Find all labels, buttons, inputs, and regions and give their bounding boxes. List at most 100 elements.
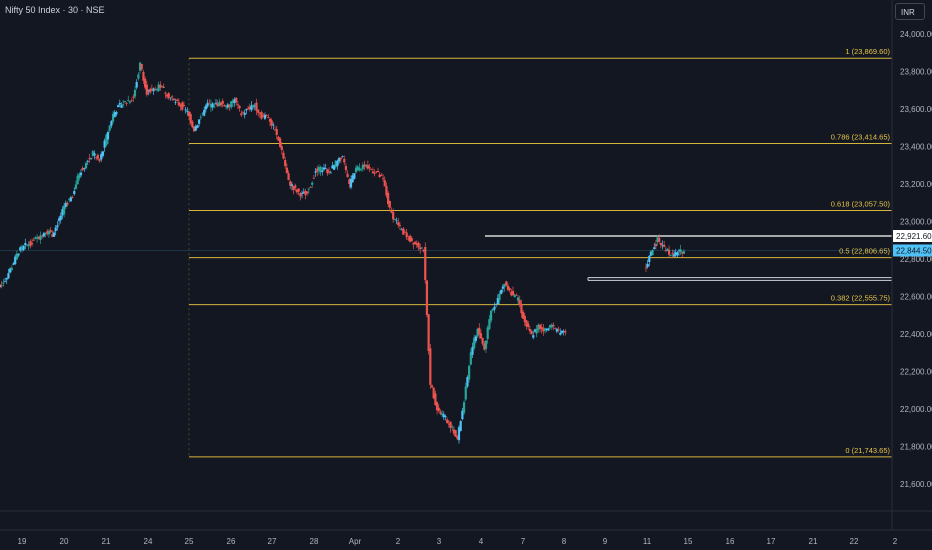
candle-down xyxy=(508,288,511,291)
candle-up xyxy=(204,105,207,110)
price-tick-label: 23,200.00 xyxy=(900,180,932,189)
candle-up xyxy=(341,156,344,157)
candle-up xyxy=(127,100,130,102)
candle-up xyxy=(27,244,30,247)
chart-title: Nifty 50 Index · 30 · NSE xyxy=(5,5,105,15)
candle-down xyxy=(265,115,268,117)
candle-down xyxy=(297,188,300,192)
candle-down xyxy=(538,324,542,329)
candle-down xyxy=(258,113,261,115)
candle-up xyxy=(496,298,499,305)
candle-up xyxy=(203,109,206,116)
candle-down xyxy=(398,225,402,227)
candle-up xyxy=(54,227,57,232)
candle-down xyxy=(312,177,315,179)
candle-down xyxy=(176,99,179,101)
candle-up xyxy=(307,188,310,190)
currency-button[interactable]: INR xyxy=(895,3,925,20)
candle-up xyxy=(74,184,78,189)
candle-down xyxy=(339,157,342,160)
candle-up xyxy=(560,330,564,333)
candle-up xyxy=(230,101,233,108)
candle-up xyxy=(679,249,682,252)
candle-down xyxy=(659,242,662,245)
candle-up xyxy=(152,88,155,92)
candle-up xyxy=(677,250,681,252)
candle-up xyxy=(90,158,93,160)
candle-down xyxy=(95,156,98,158)
candle-up xyxy=(302,191,305,193)
candle-up xyxy=(649,251,653,256)
candle-up xyxy=(356,166,359,171)
candle-up xyxy=(100,153,103,160)
candle-up xyxy=(84,162,88,169)
candle-up xyxy=(466,377,469,387)
candle-up xyxy=(361,164,364,170)
price-tick-label: 22,000.00 xyxy=(900,405,932,414)
time-tick-label: 25 xyxy=(185,537,194,546)
candle-down xyxy=(171,96,174,98)
candle-down xyxy=(402,228,405,235)
candle-down xyxy=(154,89,157,91)
candle-down xyxy=(346,173,349,178)
candle-down xyxy=(434,393,437,406)
time-tick-label: 16 xyxy=(726,537,735,546)
candle-up xyxy=(128,101,132,103)
candle-down xyxy=(530,330,533,335)
candle-up xyxy=(349,179,353,188)
candle-up xyxy=(329,172,332,174)
candle-up xyxy=(123,101,126,103)
candle-down xyxy=(523,315,526,323)
candle-down xyxy=(414,241,417,244)
candle-up xyxy=(117,105,120,108)
candle-up xyxy=(682,251,686,254)
candle-up xyxy=(500,289,503,294)
candle-down xyxy=(228,104,231,107)
time-tick-label: 15 xyxy=(684,537,693,546)
candle-down xyxy=(527,323,530,328)
candle-up xyxy=(420,247,423,249)
price-tick-label: 22,200.00 xyxy=(900,367,932,376)
price-axis[interactable]: 21,600.00 21,800.00 22,000.00 22,200.00 22,4… xyxy=(900,30,932,489)
time-tick-label: 8 xyxy=(562,537,567,546)
candle-down xyxy=(528,328,531,331)
candle-up xyxy=(39,235,42,240)
candle-down xyxy=(262,115,265,117)
candle-up xyxy=(648,255,651,263)
candle-down xyxy=(145,84,148,95)
candle-up xyxy=(353,173,356,179)
candle-down xyxy=(506,285,510,290)
candle-down xyxy=(554,327,557,329)
candle-down xyxy=(375,171,378,173)
fib-label-0: 0 (21,743.65) xyxy=(845,446,890,455)
candle-up xyxy=(36,237,39,239)
candle-up xyxy=(562,330,565,332)
fibonacci-retracement[interactable]: 1 (23,869.60) 0.786 (23,414.65) 0.618 (23,… xyxy=(188,47,892,458)
time-axis[interactable]: 19 20 21 24 25 26 27 28 Apr 2 3 4 7 8 9 11 15 16 17 21 22 2 xyxy=(18,537,898,546)
candle-up xyxy=(651,250,654,256)
candle-down xyxy=(277,136,280,141)
candle-up xyxy=(59,215,62,220)
candle-down xyxy=(385,186,388,196)
candle-up xyxy=(468,365,471,380)
candle-down xyxy=(481,337,484,344)
candle-down xyxy=(192,126,196,132)
candle-up xyxy=(19,247,22,251)
candle-up xyxy=(122,104,125,106)
candle-up xyxy=(44,232,47,235)
candle-up xyxy=(198,119,201,124)
candle-up xyxy=(218,101,221,107)
candle-up xyxy=(3,280,7,282)
candle-down xyxy=(295,189,299,193)
candle-down xyxy=(96,154,99,159)
candle-up xyxy=(272,124,275,126)
candle-up xyxy=(317,167,321,171)
time-tick-label: 21 xyxy=(102,537,111,546)
candle-down xyxy=(125,103,128,104)
candle-down xyxy=(511,290,515,296)
candle-up xyxy=(333,164,336,170)
time-tick-label: 27 xyxy=(268,537,277,546)
candle-up xyxy=(25,244,29,246)
candle-up xyxy=(559,333,562,335)
